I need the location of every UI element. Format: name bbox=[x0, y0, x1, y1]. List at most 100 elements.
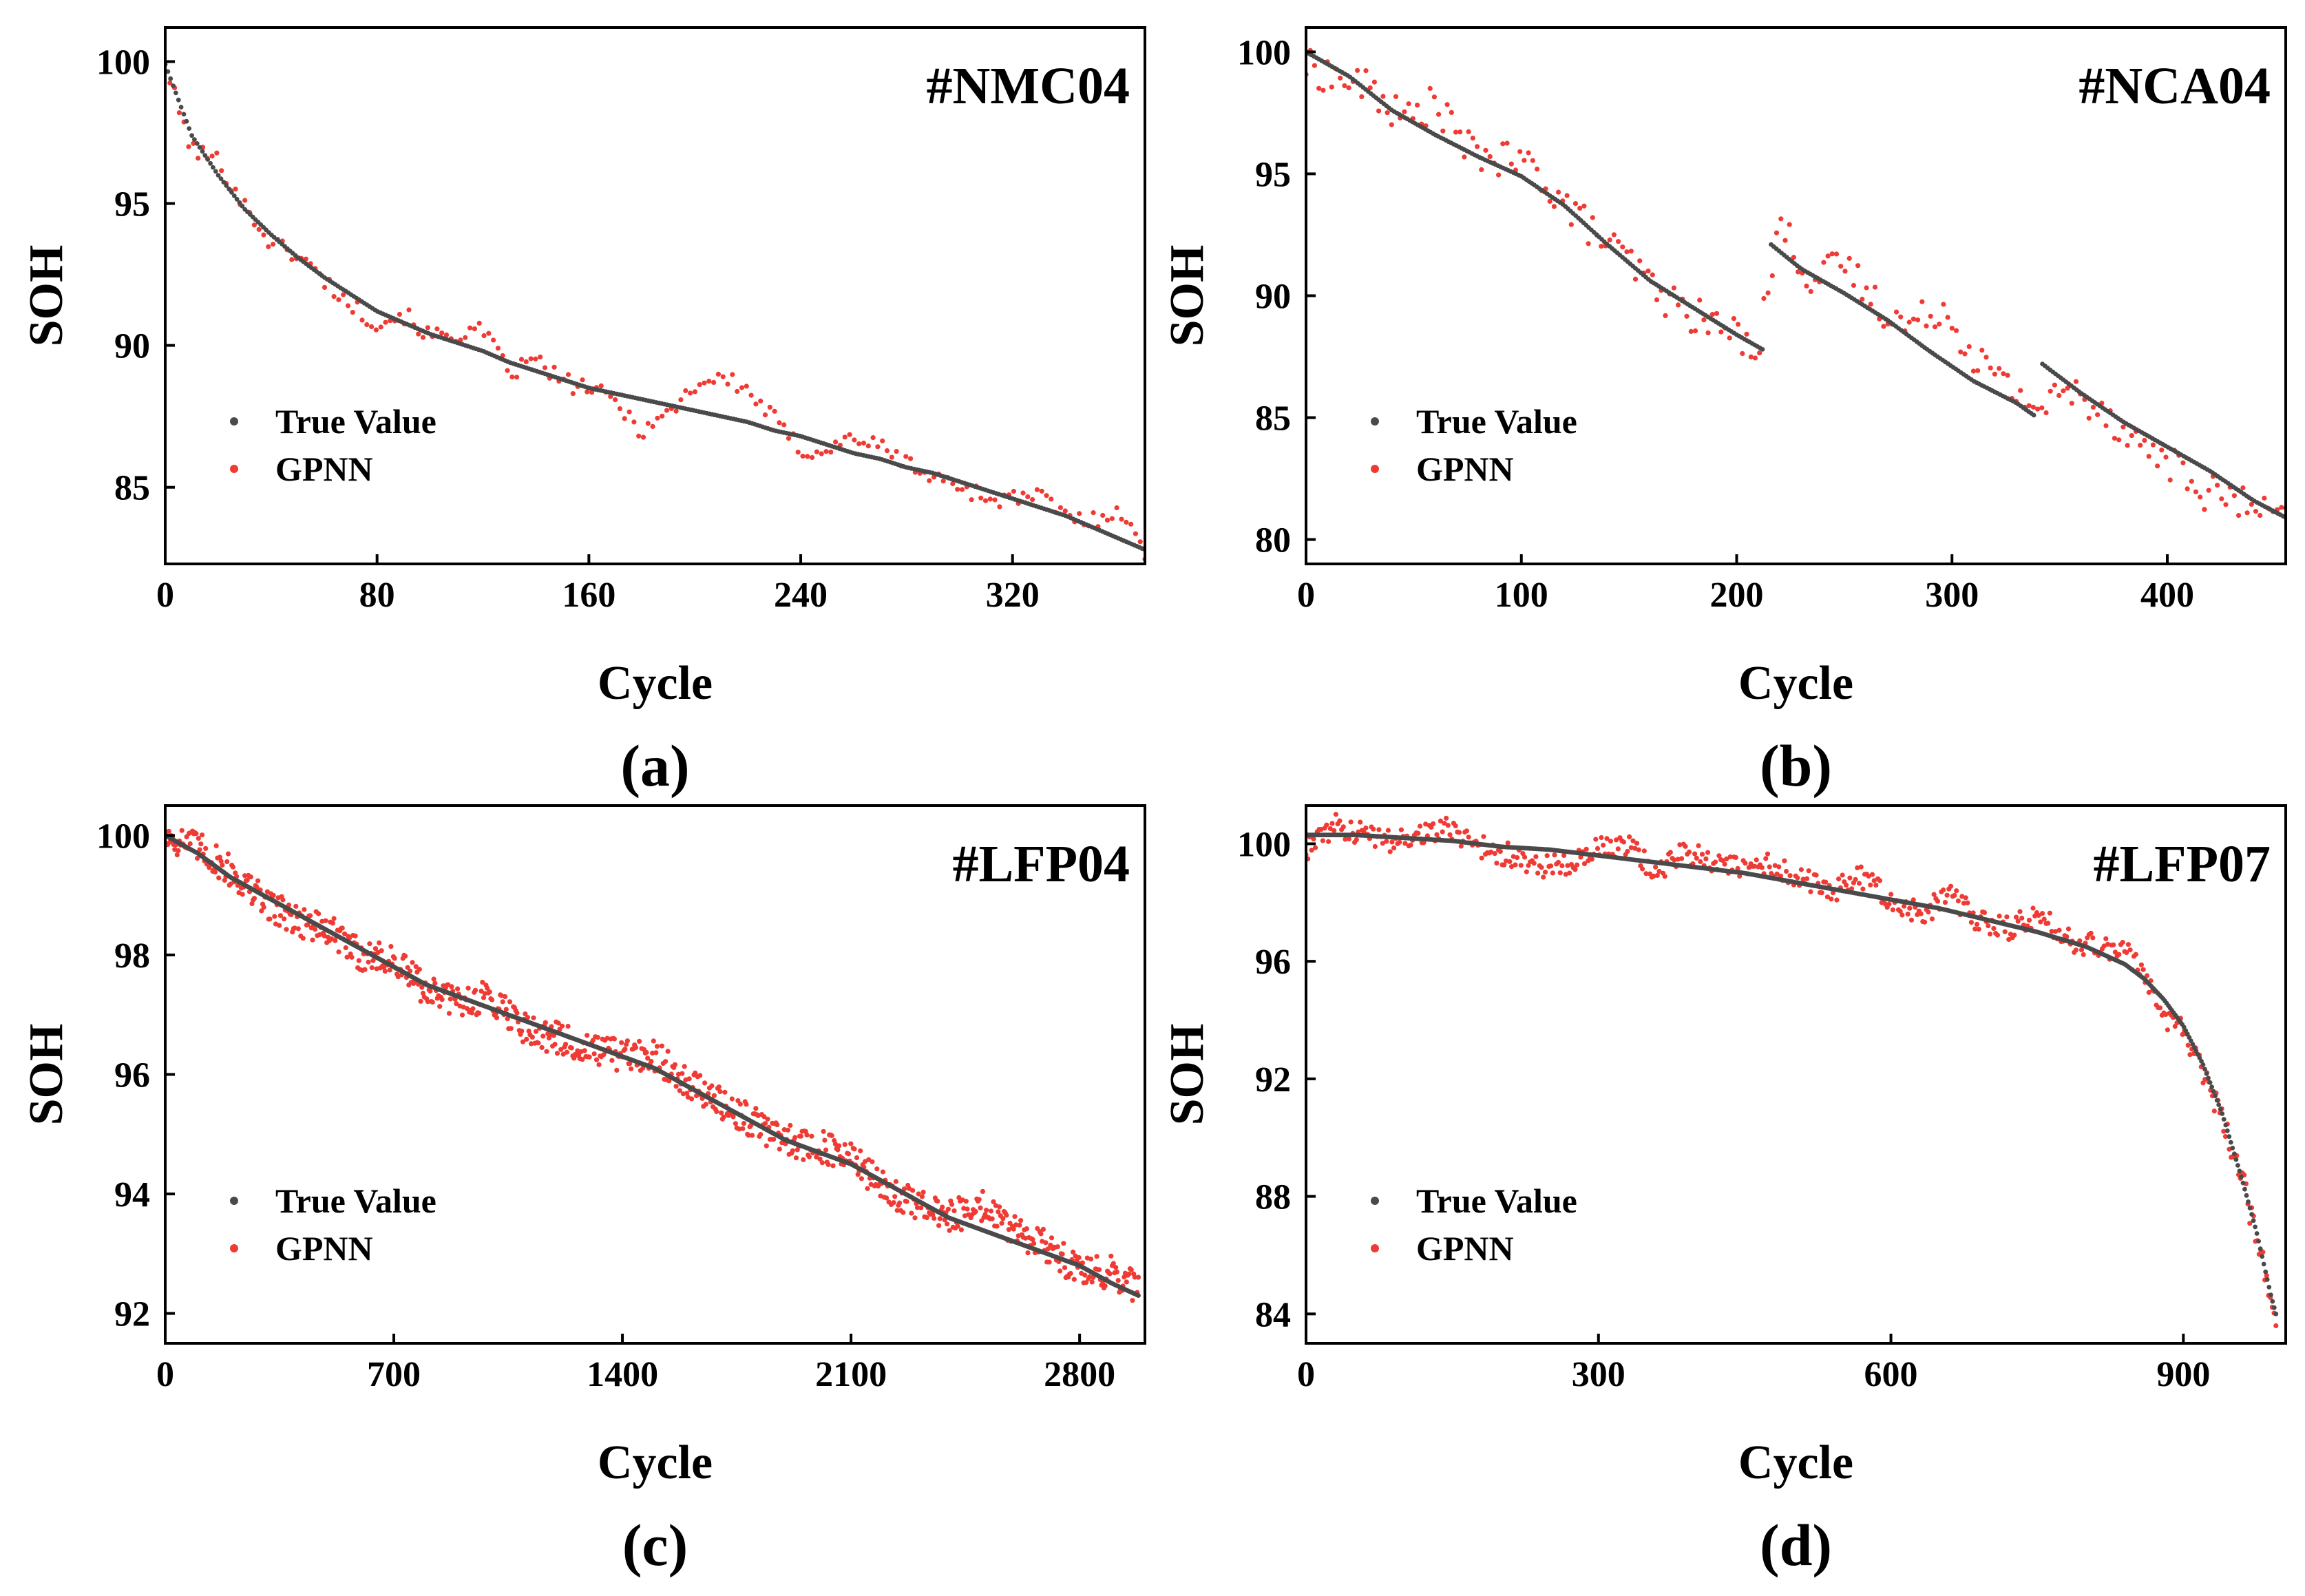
gpnn-point bbox=[224, 859, 230, 865]
gpnn-point bbox=[1312, 63, 1317, 68]
gpnn-point bbox=[1955, 898, 1961, 904]
gpnn-point bbox=[1444, 102, 1450, 107]
gpnn-point bbox=[1107, 1271, 1113, 1277]
gpnn-point bbox=[1552, 852, 1557, 858]
gpnn-point bbox=[1355, 67, 1360, 73]
gpnn-point bbox=[1627, 834, 1632, 839]
gpnn-point bbox=[467, 325, 473, 330]
gpnn-point bbox=[833, 439, 839, 445]
gpnn-point bbox=[1132, 1274, 1137, 1280]
gpnn-point bbox=[377, 940, 382, 945]
gpnn-point bbox=[476, 1010, 482, 1016]
gpnn-point bbox=[927, 478, 932, 483]
gpnn-point bbox=[187, 841, 193, 847]
true-value-point bbox=[2257, 1246, 2263, 1252]
gpnn-point bbox=[1555, 859, 1561, 865]
gpnn-point bbox=[996, 1209, 1001, 1215]
gpnn-point bbox=[1718, 329, 1724, 335]
gpnn-point bbox=[174, 852, 180, 858]
gpnn-point bbox=[1656, 868, 1662, 874]
gpnn-point bbox=[790, 1148, 795, 1153]
gpnn-point bbox=[1806, 868, 1811, 874]
gpnn-point bbox=[722, 1089, 728, 1095]
gpnn-point bbox=[1698, 859, 1703, 865]
gpnn-point bbox=[463, 335, 468, 340]
gpnn-point bbox=[203, 846, 209, 851]
gpnn-point bbox=[1097, 1267, 1102, 1272]
gpnn-point bbox=[486, 330, 492, 336]
gpnn-point bbox=[2198, 494, 2203, 500]
gpnn-point bbox=[777, 420, 782, 426]
gpnn-point bbox=[595, 1035, 600, 1040]
gpnn-point bbox=[1408, 842, 1413, 848]
gpnn-point bbox=[352, 933, 358, 938]
gpnn-point bbox=[1445, 823, 1451, 828]
gpnn-point bbox=[682, 1064, 687, 1069]
gpnn-point bbox=[339, 925, 345, 931]
gpnn-point bbox=[1046, 1259, 1052, 1265]
gpnn-point bbox=[2222, 1134, 2229, 1140]
gpnn-point bbox=[1808, 889, 1813, 894]
gpnn-point bbox=[500, 999, 505, 1005]
gpnn-point bbox=[627, 409, 632, 414]
gpnn-point bbox=[469, 1010, 474, 1016]
gpnn-point bbox=[1011, 1226, 1016, 1232]
gpnn-point bbox=[1542, 870, 1548, 875]
gpnn-point bbox=[903, 454, 909, 459]
legend-label-true-value: True Value bbox=[275, 402, 436, 441]
true-value-point bbox=[194, 141, 200, 146]
x-tick-label: 80 bbox=[359, 576, 395, 615]
true-value-point bbox=[2246, 1199, 2251, 1204]
gpnn-point bbox=[310, 937, 315, 943]
gpnn-point bbox=[823, 1147, 829, 1153]
gpnn-point bbox=[503, 1007, 509, 1012]
gpnn-point bbox=[1819, 890, 1824, 896]
true-value-point bbox=[2253, 1224, 2258, 1230]
true-value-point bbox=[2206, 1075, 2211, 1081]
gpnn-point bbox=[842, 434, 848, 440]
gpnn-point bbox=[271, 242, 276, 247]
gpnn-point bbox=[2249, 501, 2254, 507]
gpnn-point bbox=[261, 904, 266, 910]
gpnn-point bbox=[419, 985, 425, 990]
gpnn-point bbox=[1740, 350, 1745, 357]
gpnn-point bbox=[1893, 309, 1899, 315]
gpnn-point bbox=[1705, 330, 1711, 335]
panel-label: (c) bbox=[622, 1512, 688, 1578]
gpnn-point bbox=[678, 397, 684, 403]
gpnn-point bbox=[1564, 193, 1570, 198]
gpnn-point bbox=[507, 999, 513, 1005]
gpnn-point bbox=[1453, 129, 1459, 135]
gpnn-point bbox=[2193, 489, 2199, 494]
gpnn-point bbox=[1705, 850, 1711, 855]
gpnn-point bbox=[2056, 392, 2062, 399]
gpnn-point bbox=[2112, 949, 2118, 955]
gpnn-point bbox=[556, 1020, 561, 1026]
x-axis-label: Cycle bbox=[598, 1436, 713, 1489]
gpnn-point bbox=[1556, 189, 1561, 195]
gpnn-point bbox=[2048, 388, 2053, 394]
gpnn-point bbox=[781, 422, 787, 428]
gpnn-point bbox=[836, 1143, 842, 1148]
gpnn-point bbox=[771, 1137, 777, 1142]
gpnn-point bbox=[1696, 843, 1701, 848]
gpnn-point bbox=[1994, 932, 2000, 938]
gpnn-point bbox=[1503, 858, 1509, 863]
gpnn-point bbox=[1821, 260, 1827, 265]
gpnn-point bbox=[1813, 872, 1819, 878]
gpnn-point bbox=[2125, 443, 2130, 448]
gpnn-point bbox=[425, 999, 431, 1005]
gpnn-point bbox=[524, 1036, 529, 1042]
gpnn-point bbox=[785, 1127, 790, 1133]
gpnn-point bbox=[2090, 935, 2096, 941]
gpnn-point bbox=[1671, 285, 1676, 291]
gpnn-point bbox=[2279, 505, 2284, 510]
gpnn-point bbox=[1752, 355, 1758, 361]
gpnn-point bbox=[366, 959, 371, 965]
gpnn-point bbox=[481, 333, 487, 339]
gpnn-point bbox=[744, 384, 749, 389]
gpnn-point bbox=[2264, 1273, 2269, 1279]
gpnn-point bbox=[491, 337, 496, 343]
gpnn-point bbox=[1804, 876, 1810, 881]
gpnn-point bbox=[889, 454, 894, 460]
